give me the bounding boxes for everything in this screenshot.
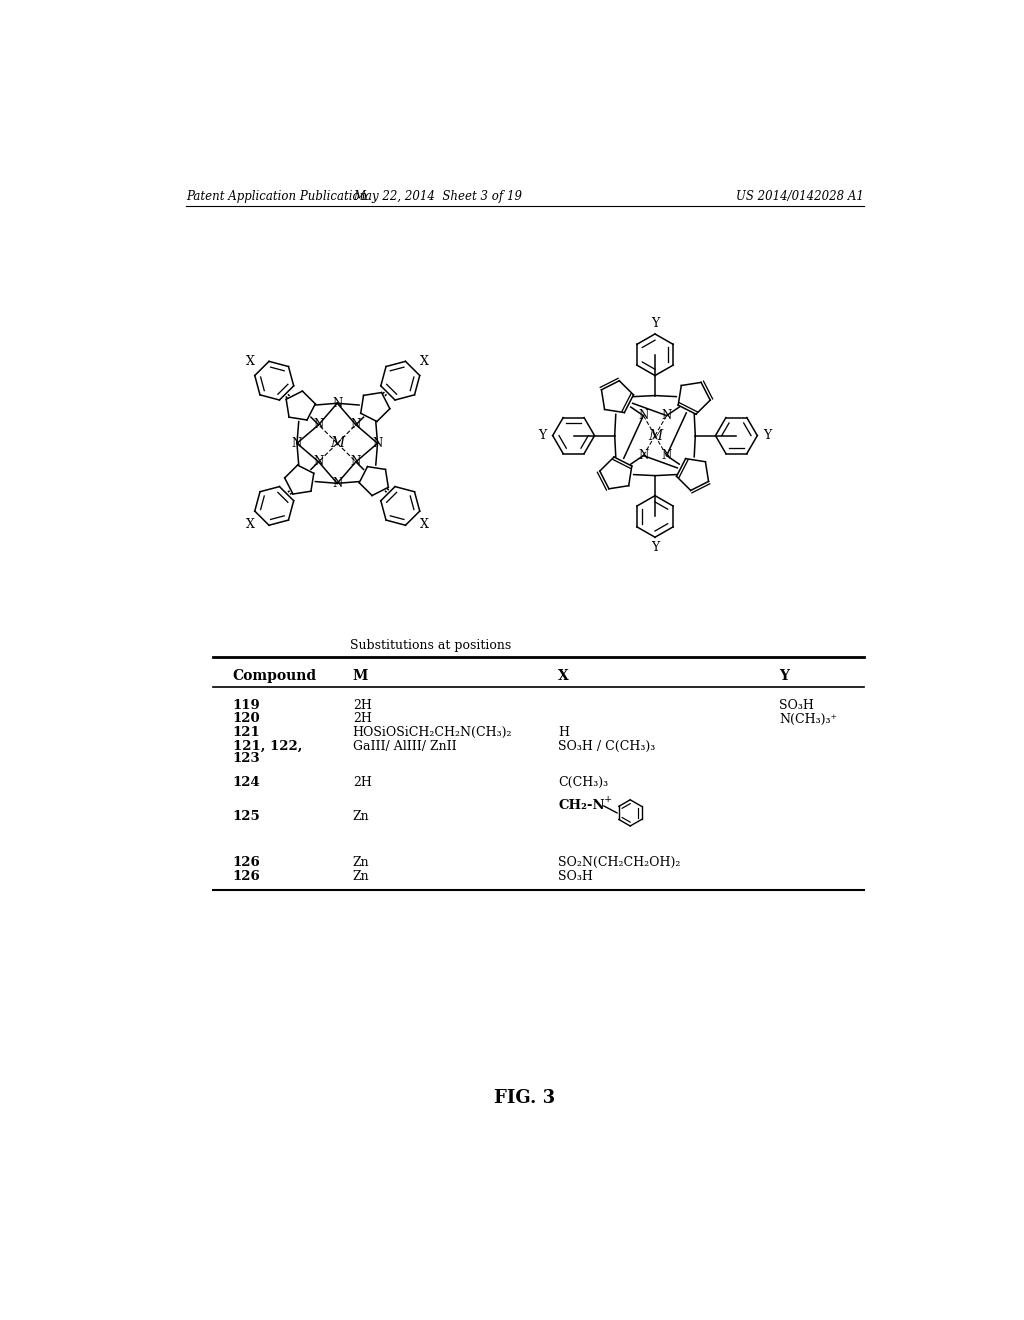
Text: SO₃H: SO₃H xyxy=(558,870,593,883)
Text: N: N xyxy=(638,449,648,462)
Text: 2H: 2H xyxy=(352,776,372,788)
Text: GaIII/ AlIII/ ZnII: GaIII/ AlIII/ ZnII xyxy=(352,741,457,754)
Text: M: M xyxy=(648,429,663,442)
Text: Patent Application Publication: Patent Application Publication xyxy=(186,190,368,203)
Text: N: N xyxy=(373,437,383,450)
Text: Zn: Zn xyxy=(352,870,370,883)
Text: SO₂N(CH₂CH₂OH)₂: SO₂N(CH₂CH₂OH)₂ xyxy=(558,857,681,870)
Text: N: N xyxy=(638,409,648,422)
Text: HOSiOSiCH₂CH₂N(CH₃)₂: HOSiOSiCH₂CH₂N(CH₃)₂ xyxy=(352,726,512,739)
Text: Zn: Zn xyxy=(352,810,370,824)
Text: N: N xyxy=(351,418,361,432)
Text: 123: 123 xyxy=(232,751,260,764)
Text: N: N xyxy=(332,477,342,490)
Text: M: M xyxy=(330,437,344,450)
Text: X: X xyxy=(420,519,428,532)
Text: M: M xyxy=(352,669,368,682)
Text: Compound: Compound xyxy=(232,669,316,682)
Text: FIG. 3: FIG. 3 xyxy=(495,1089,555,1106)
Text: N(CH₃)₃⁺: N(CH₃)₃⁺ xyxy=(779,713,838,726)
Text: N: N xyxy=(662,449,672,462)
Text: 126: 126 xyxy=(232,857,260,870)
Text: CH₂-N: CH₂-N xyxy=(558,800,605,813)
Text: Y: Y xyxy=(651,541,659,554)
Text: N: N xyxy=(292,437,302,450)
Text: 2H: 2H xyxy=(352,698,372,711)
Text: 125: 125 xyxy=(232,810,260,824)
Text: X: X xyxy=(246,355,255,368)
Text: X: X xyxy=(420,355,428,368)
Text: 124: 124 xyxy=(232,776,260,788)
Text: 120: 120 xyxy=(232,713,260,726)
Text: Y: Y xyxy=(539,429,547,442)
Text: H: H xyxy=(558,726,569,739)
Text: N: N xyxy=(662,409,672,422)
Text: Substitutions at positions: Substitutions at positions xyxy=(349,639,511,652)
Text: 126: 126 xyxy=(232,870,260,883)
Text: Y: Y xyxy=(651,317,659,330)
Text: N: N xyxy=(313,418,324,432)
Text: N: N xyxy=(332,397,342,409)
Text: Y: Y xyxy=(779,669,790,682)
Text: 2H: 2H xyxy=(352,713,372,726)
Text: 121, 122,: 121, 122, xyxy=(232,741,302,754)
Text: Y: Y xyxy=(763,429,771,442)
Text: 119: 119 xyxy=(232,698,260,711)
Text: SO₃H / C(CH₃)₃: SO₃H / C(CH₃)₃ xyxy=(558,741,655,754)
Text: X: X xyxy=(246,519,255,532)
Text: C(CH₃)₃: C(CH₃)₃ xyxy=(558,776,608,788)
Text: +: + xyxy=(604,796,612,804)
Text: Zn: Zn xyxy=(352,857,370,870)
Text: X: X xyxy=(558,669,569,682)
Text: May 22, 2014  Sheet 3 of 19: May 22, 2014 Sheet 3 of 19 xyxy=(353,190,522,203)
Text: N: N xyxy=(313,455,324,469)
Text: US 2014/0142028 A1: US 2014/0142028 A1 xyxy=(736,190,864,203)
Text: 121: 121 xyxy=(232,726,260,739)
Text: SO₃H: SO₃H xyxy=(779,698,814,711)
Text: N: N xyxy=(351,455,361,469)
